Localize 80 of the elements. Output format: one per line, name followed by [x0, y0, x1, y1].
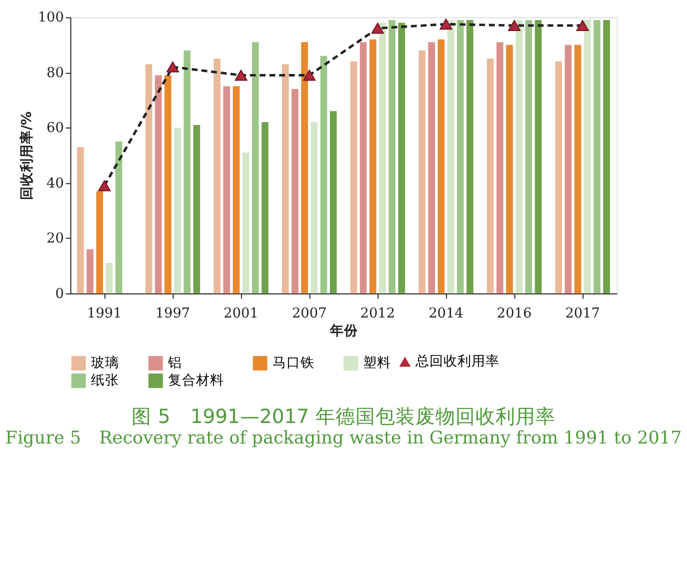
bar [86, 249, 94, 294]
bar [164, 75, 172, 294]
bar [603, 20, 610, 294]
bar [145, 64, 152, 294]
bar [252, 42, 259, 294]
point [98, 180, 111, 192]
x-axis-title: 年份 [328, 322, 359, 339]
y-tick-label: 40 [46, 175, 64, 192]
bar [232, 86, 240, 294]
bar [310, 122, 318, 294]
bar [506, 44, 513, 294]
y-tick-label: 100 [38, 10, 64, 26]
bar [574, 44, 582, 294]
legend-label: 复合材料 [168, 372, 224, 389]
x-tick-label: 2016 [496, 305, 532, 322]
bar [555, 61, 562, 294]
bar [447, 20, 454, 294]
x-tick-label: 2014 [428, 305, 464, 322]
legend-label: 总回收利用率 [414, 354, 500, 370]
bar [584, 20, 591, 294]
legend-label: 塑料 [363, 355, 392, 372]
bar [379, 22, 386, 294]
bar [223, 86, 230, 294]
y-tick-label: 0 [55, 286, 64, 302]
bar [398, 22, 406, 294]
bar [369, 39, 376, 294]
bar [301, 42, 308, 294]
bar [242, 152, 250, 294]
point [234, 70, 248, 81]
point [371, 22, 384, 34]
bar [77, 147, 84, 294]
x-tick-label: 2017 [565, 305, 600, 322]
bar [184, 50, 191, 294]
legend-label: 马口铁 [272, 355, 314, 372]
bar [496, 42, 504, 294]
bar [350, 61, 358, 294]
bar [214, 58, 220, 294]
legend-label: 玻璃 [90, 355, 119, 372]
bar [534, 20, 542, 294]
bar [594, 20, 600, 294]
bar [564, 44, 572, 294]
bar [525, 20, 532, 294]
point [303, 70, 316, 81]
bar [174, 128, 181, 294]
y-tick-label: 80 [46, 64, 64, 81]
bar [292, 89, 298, 294]
bar [388, 20, 396, 294]
bar [96, 191, 104, 294]
bar [466, 20, 474, 294]
bar [115, 142, 122, 294]
bar [438, 39, 445, 294]
bar [262, 122, 268, 294]
x-tick-label: 2012 [360, 305, 396, 322]
bar [516, 20, 522, 294]
bar [330, 111, 337, 294]
text: 图 5 1991—2017 年德国包装废物回收利用率 [132, 405, 556, 428]
bar [360, 42, 367, 294]
bar [154, 75, 162, 294]
y-tick-label: 20 [46, 230, 64, 247]
x-tick-label: 1991 [87, 305, 122, 322]
point [166, 61, 179, 72]
text: Figure 5 Recovery rate of packaging waste in Germany from 1991 to 2017 [5, 428, 682, 449]
bar [320, 56, 328, 294]
x-tick-label: 1997 [155, 305, 190, 322]
bar [428, 42, 435, 294]
bar [486, 58, 494, 294]
y-axis-title: 回收利用率/% [18, 111, 36, 200]
x-tick-label: 2007 [292, 305, 327, 322]
bar [193, 124, 200, 294]
bar [106, 263, 113, 294]
legend-label: 纸张 [90, 372, 119, 389]
point [508, 20, 521, 32]
bar [418, 50, 426, 294]
legend-label: 铝 [166, 355, 182, 372]
bar [456, 20, 464, 294]
y-tick-label: 60 [46, 120, 64, 136]
point [440, 18, 452, 30]
bar [282, 64, 289, 294]
x-tick-label: 2001 [224, 305, 258, 322]
point [576, 20, 589, 32]
